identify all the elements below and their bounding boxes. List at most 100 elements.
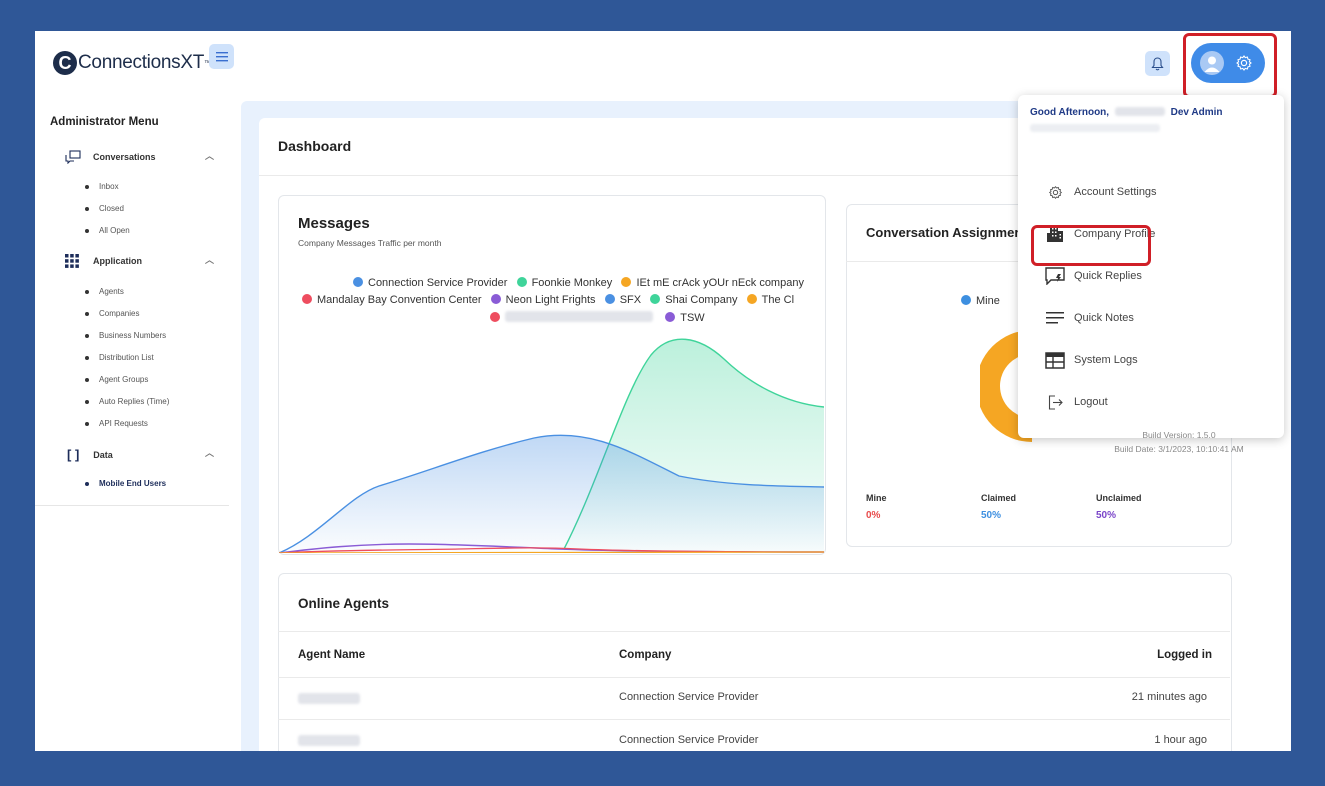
chevron-up-icon: ︿ bbox=[205, 151, 215, 161]
chart-legend-row-1: Connection Service Provider Foonkie Monk… bbox=[353, 277, 804, 289]
online-agents-title: Online Agents bbox=[298, 596, 390, 611]
legend-item[interactable]: SFX bbox=[604, 294, 641, 306]
logo-trademark: ™ bbox=[204, 59, 212, 67]
agent-logged-in: 21 minutes ago bbox=[1131, 691, 1207, 703]
redacted-agent-name bbox=[298, 735, 360, 746]
messages-area-chart bbox=[279, 338, 824, 553]
hamburger-icon bbox=[215, 51, 228, 61]
quick-replies-icon bbox=[1045, 267, 1065, 285]
conversation-assignment-title: Conversation Assignmer bbox=[866, 225, 1020, 240]
stat-value-claimed: 50% bbox=[981, 510, 1002, 521]
sidebar-section-label: Application bbox=[93, 256, 142, 266]
user-dropdown-menu: Good Afternoon, Dev Admin Account Settin… bbox=[1018, 95, 1284, 454]
user-menu-highlight bbox=[1183, 33, 1277, 98]
series-line-connection-service-provider bbox=[279, 434, 824, 553]
app-window: C ConnectionsXT ™ Administrator Menu bbox=[35, 31, 1291, 751]
menu-item-quick-notes[interactable]: Quick Notes bbox=[1044, 307, 1134, 329]
divider bbox=[278, 677, 1230, 678]
notes-lines-icon bbox=[1046, 312, 1064, 324]
legend-item[interactable]: Foonkie Monkey bbox=[516, 277, 612, 289]
sidebar-section-label: Conversations bbox=[93, 152, 156, 162]
sidebar-item-business-numbers[interactable]: Business Numbers bbox=[85, 331, 166, 340]
column-header-company[interactable]: Company bbox=[619, 649, 672, 661]
building-icon bbox=[1047, 226, 1063, 242]
menu-item-account-settings[interactable]: Account Settings bbox=[1044, 181, 1157, 203]
sidebar-item-auto-replies[interactable]: Auto Replies (Time) bbox=[85, 397, 169, 406]
assignment-legend[interactable]: Mine bbox=[961, 295, 1000, 307]
page-title: Dashboard bbox=[278, 138, 352, 154]
agent-logged-in: 1 hour ago bbox=[1154, 734, 1207, 746]
legend-item[interactable]: TSW bbox=[665, 312, 705, 324]
sidebar-item-agent-groups[interactable]: Agent Groups bbox=[85, 375, 148, 384]
messages-subtitle: Company Messages Traffic per month bbox=[298, 238, 442, 248]
bell-icon bbox=[1151, 56, 1164, 70]
menu-item-quick-replies[interactable]: Quick Replies bbox=[1044, 265, 1142, 287]
build-date: Build Date: 3/1/2023, 10:10:41 AM bbox=[1114, 444, 1244, 454]
column-header-agent-name[interactable]: Agent Name bbox=[298, 649, 366, 661]
messages-title: Messages bbox=[298, 215, 370, 232]
sidebar-section-application[interactable]: Application ︿ bbox=[65, 254, 214, 268]
sidebar: Administrator Menu Conversations ︿ Inbox… bbox=[35, 101, 229, 506]
table-row[interactable]: Connection Service Provider 21 minutes a… bbox=[278, 678, 1230, 719]
redacted-user-name bbox=[1114, 107, 1165, 116]
sidebar-item-companies[interactable]: Companies bbox=[85, 309, 139, 318]
sidebar-item-agents[interactable]: Agents bbox=[85, 287, 124, 296]
legend-item[interactable]: IEt mE crAck yOUr nEck company bbox=[621, 277, 804, 289]
quick-replies-highlight bbox=[1031, 225, 1151, 266]
greeting: Good Afternoon, Dev Admin bbox=[1030, 107, 1223, 118]
brackets-icon: [ ] bbox=[67, 447, 80, 462]
redacted-company-name bbox=[505, 311, 653, 322]
sidebar-section-data[interactable]: [ ] Data ︿ bbox=[65, 447, 214, 462]
stat-value-unclaimed: 50% bbox=[1096, 510, 1117, 521]
sidebar-item-mobile-end-users[interactable]: Mobile End Users bbox=[85, 479, 166, 488]
gear-icon bbox=[1236, 55, 1252, 71]
column-header-logged-in[interactable]: Logged in bbox=[1157, 649, 1212, 661]
series-line-mandalay-bay bbox=[279, 547, 824, 553]
sidebar-item-all-open[interactable]: All Open bbox=[85, 226, 130, 235]
redacted-agent-name bbox=[298, 693, 360, 704]
grid-icon bbox=[65, 254, 79, 268]
legend-item[interactable]: Neon Light Frights bbox=[490, 294, 596, 306]
stat-label-unclaimed: Unclaimed bbox=[1096, 493, 1142, 503]
user-menu-button[interactable] bbox=[1191, 43, 1265, 83]
gear-icon bbox=[1048, 185, 1062, 199]
sidebar-item-api-requests[interactable]: API Requests bbox=[85, 419, 148, 428]
logo-text: ConnectionsXT bbox=[78, 52, 205, 73]
stat-label-claimed: Claimed bbox=[981, 493, 1017, 503]
legend-item[interactable]: The Cl bbox=[746, 294, 794, 306]
divider bbox=[259, 175, 1271, 176]
menu-toggle-button[interactable] bbox=[209, 44, 234, 69]
menu-item-system-logs[interactable]: System Logs bbox=[1044, 349, 1138, 371]
notifications-button[interactable] bbox=[1145, 51, 1170, 76]
table-icon bbox=[1045, 351, 1065, 369]
legend-item[interactable]: Mandalay Bay Convention Center bbox=[302, 294, 481, 306]
logo-mark-icon: C bbox=[53, 51, 77, 75]
build-version: Build Version: 1.5.0 bbox=[1142, 430, 1216, 440]
sidebar-section-label: Data bbox=[93, 449, 113, 460]
administrator-menu-title: Administrator Menu bbox=[50, 116, 159, 128]
series-area-connection-service-provider bbox=[279, 435, 824, 553]
logout-icon bbox=[1048, 394, 1063, 410]
series-line-company bbox=[279, 551, 824, 553]
menu-item-logout[interactable]: Logout bbox=[1044, 391, 1108, 413]
legend-item[interactable]: Connection Service Provider bbox=[353, 277, 507, 289]
logo: C ConnectionsXT ™ bbox=[53, 50, 211, 76]
stat-value-mine: 0% bbox=[866, 510, 881, 521]
chevron-up-icon: ︿ bbox=[205, 255, 215, 265]
chevron-up-icon: ︿ bbox=[205, 448, 215, 458]
stat-label-mine: Mine bbox=[866, 493, 887, 503]
sidebar-item-inbox[interactable]: Inbox bbox=[85, 182, 119, 191]
legend-item[interactable] bbox=[490, 311, 653, 324]
online-agents-card bbox=[278, 573, 1232, 751]
redacted-user-detail bbox=[1030, 124, 1160, 132]
assignment-donut-chart bbox=[980, 330, 1032, 442]
conversations-icon bbox=[65, 150, 81, 164]
divider bbox=[278, 719, 1230, 720]
sidebar-item-distribution-list[interactable]: Distribution List bbox=[85, 353, 154, 362]
table-row[interactable]: Connection Service Provider 1 hour ago bbox=[278, 720, 1230, 751]
menu-item-company-profile[interactable]: Company Profile bbox=[1044, 223, 1155, 245]
sidebar-section-conversations[interactable]: Conversations ︿ bbox=[65, 150, 214, 164]
sidebar-item-closed[interactable]: Closed bbox=[85, 204, 124, 213]
legend-item[interactable]: Shai Company bbox=[650, 294, 737, 306]
agent-company: Connection Service Provider bbox=[619, 691, 759, 703]
